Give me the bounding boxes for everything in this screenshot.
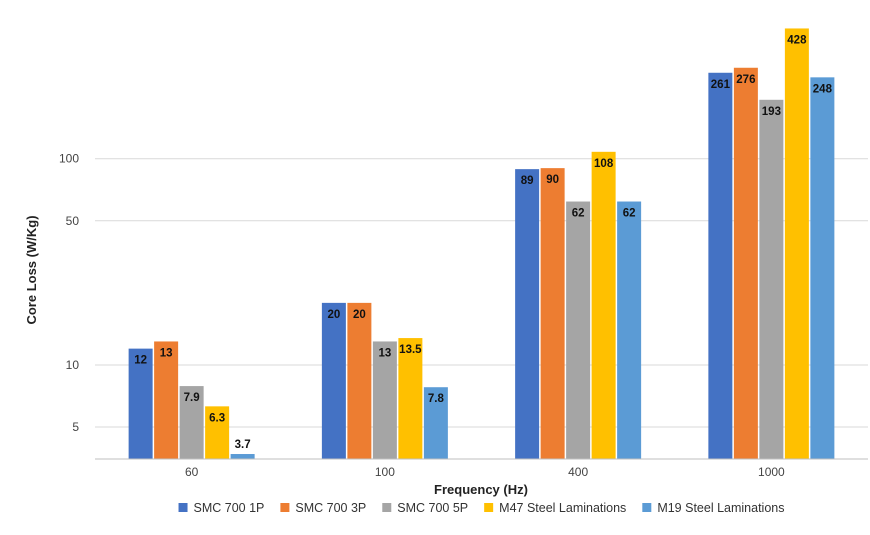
data-label: 7.8 — [428, 393, 445, 405]
bar — [128, 348, 153, 459]
legend-swatch — [280, 503, 290, 512]
data-label: 62 — [572, 208, 585, 220]
data-label: 108 — [594, 158, 614, 170]
data-label: 7.9 — [184, 392, 200, 404]
legend-label: SMC 700 3P — [295, 501, 366, 515]
legend-item: M19 Steel Laminations — [642, 501, 784, 515]
data-label: 20 — [327, 309, 340, 321]
y-tick-label: 10 — [66, 358, 80, 372]
data-label: 13 — [160, 347, 173, 359]
y-tick-label: 100 — [59, 152, 79, 166]
legend-swatch — [484, 503, 494, 512]
data-label: 6.3 — [209, 412, 225, 424]
bar — [347, 302, 372, 459]
data-label: 193 — [762, 106, 781, 118]
legend-swatch — [642, 503, 652, 512]
x-tick-label: 100 — [375, 465, 395, 479]
data-label: 89 — [521, 175, 534, 187]
bar — [230, 454, 255, 459]
bar — [591, 151, 616, 460]
y-tick-label: 5 — [72, 420, 79, 434]
data-label: 261 — [711, 79, 731, 91]
legend-label: M47 Steel Laminations — [499, 501, 626, 515]
bar — [784, 28, 809, 459]
bar — [708, 72, 733, 460]
x-tick-label: 1000 — [758, 465, 785, 479]
legend-swatch — [382, 503, 392, 512]
bar — [617, 201, 642, 459]
bar — [398, 338, 423, 459]
bar — [205, 406, 230, 459]
data-label: 12 — [134, 355, 147, 367]
bars — [128, 28, 835, 460]
bar — [321, 302, 346, 459]
legend-label: SMC 700 5P — [397, 501, 468, 515]
bar — [759, 99, 784, 459]
bar — [179, 386, 204, 459]
bar — [540, 168, 565, 459]
legend-item: SMC 700 3P — [280, 501, 366, 515]
legend-item: M47 Steel Laminations — [484, 501, 626, 515]
data-label: 248 — [813, 83, 833, 95]
bar — [566, 201, 591, 459]
data-label: 428 — [787, 34, 807, 46]
y-axis-title: Core Loss (W/Kg) — [24, 215, 39, 324]
data-labels: 12 13 7.9 6.3 3.7 20 20 13 13.5 7.8 89 90 62 108 62 261… — [134, 34, 832, 451]
x-tick-label: 400 — [568, 465, 588, 479]
bar — [372, 341, 397, 459]
y-tick-label: 50 — [66, 214, 80, 228]
data-label: 3.7 — [235, 439, 251, 451]
bar — [515, 169, 540, 460]
x-axis-title: Frequency (Hz) — [434, 482, 528, 497]
y-axis-ticks: 5 10 50 100 — [59, 152, 79, 434]
data-label: 20 — [353, 309, 366, 321]
bar — [733, 67, 758, 459]
legend-swatch — [178, 503, 188, 512]
legend-item: SMC 700 1P — [178, 501, 265, 515]
data-label: 13.5 — [399, 344, 422, 356]
legend-item: SMC 700 5P — [382, 501, 468, 515]
data-label: 90 — [546, 174, 559, 186]
data-label: 13 — [378, 347, 391, 359]
bar — [810, 77, 835, 460]
x-tick-label: 60 — [185, 465, 199, 479]
data-label: 276 — [736, 74, 755, 86]
bar — [423, 387, 448, 459]
data-label: 62 — [623, 208, 636, 220]
bar — [154, 341, 179, 459]
x-axis-ticks: 60 100 400 1000 — [185, 465, 785, 479]
legend: SMC 700 1P SMC 700 3P SMC 700 5P M47 Steel … — [178, 501, 784, 515]
legend-label: SMC 700 1P — [194, 501, 265, 515]
legend-label: M19 Steel Laminations — [657, 501, 784, 515]
